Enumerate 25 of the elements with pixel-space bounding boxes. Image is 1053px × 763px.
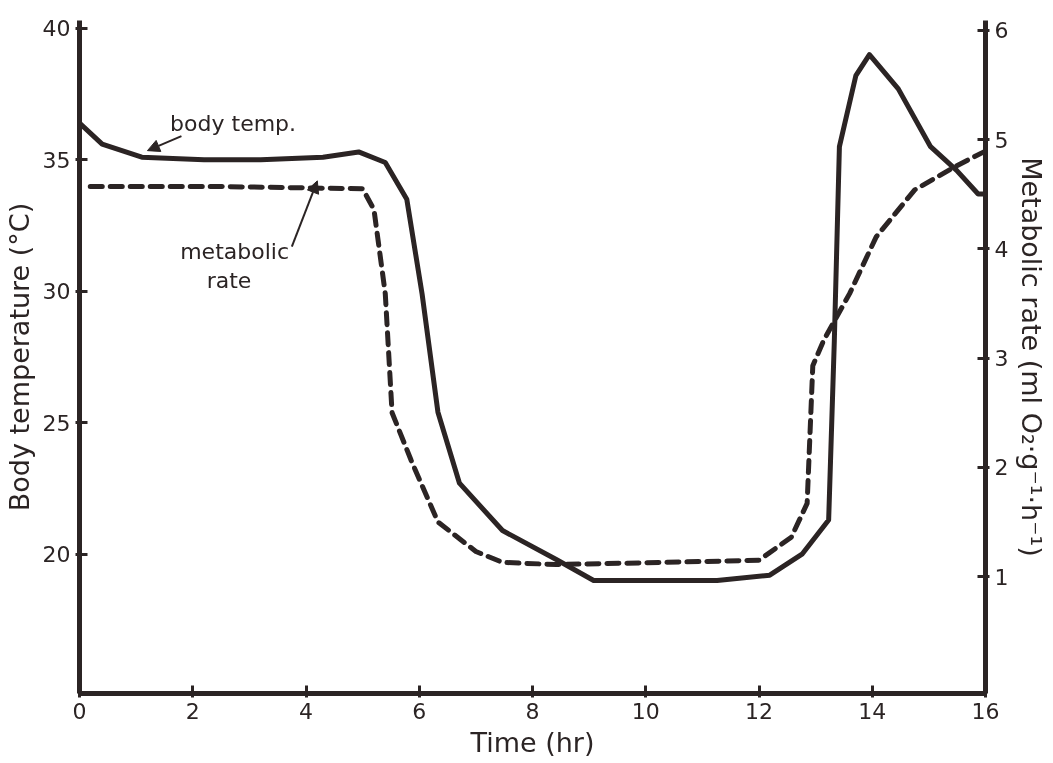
x-tick-label: 6 — [412, 698, 427, 724]
y2-axis-title: Metabolic rate (ml O₂·g⁻¹·h⁻¹) — [1016, 157, 1048, 557]
annotation: body temp. — [170, 110, 297, 136]
x-tick-label: 14 — [858, 698, 887, 724]
y-tick-label: 20 — [42, 542, 71, 568]
x-tick-label: 8 — [525, 698, 540, 724]
y2-tick-label: 6 — [994, 18, 1009, 44]
y2-tick-label: 4 — [994, 236, 1009, 262]
x-axis-title: Time (hr) — [469, 726, 595, 758]
y2-tick-label: 5 — [994, 127, 1009, 153]
y2-tick-label: 2 — [994, 455, 1009, 481]
y-tick-label: 35 — [42, 147, 71, 173]
y-axis-title: Body temperature (°C) — [3, 202, 35, 512]
x-tick-label: 0 — [72, 698, 87, 724]
y2-tick-label: 1 — [994, 564, 1009, 590]
y2-tick-label: 3 — [994, 346, 1009, 372]
y-tick-label: 25 — [42, 410, 71, 436]
x-tick-label: 10 — [631, 698, 660, 724]
y-tick-label: 40 — [42, 16, 71, 42]
x-tick-label: 16 — [971, 698, 1000, 724]
x-tick-label: 4 — [299, 698, 313, 724]
x-tick-label: 12 — [745, 698, 773, 724]
annotation: metabolic rate — [180, 239, 290, 294]
y-tick-label: 30 — [42, 279, 71, 305]
x-tick-label: 2 — [185, 698, 200, 724]
